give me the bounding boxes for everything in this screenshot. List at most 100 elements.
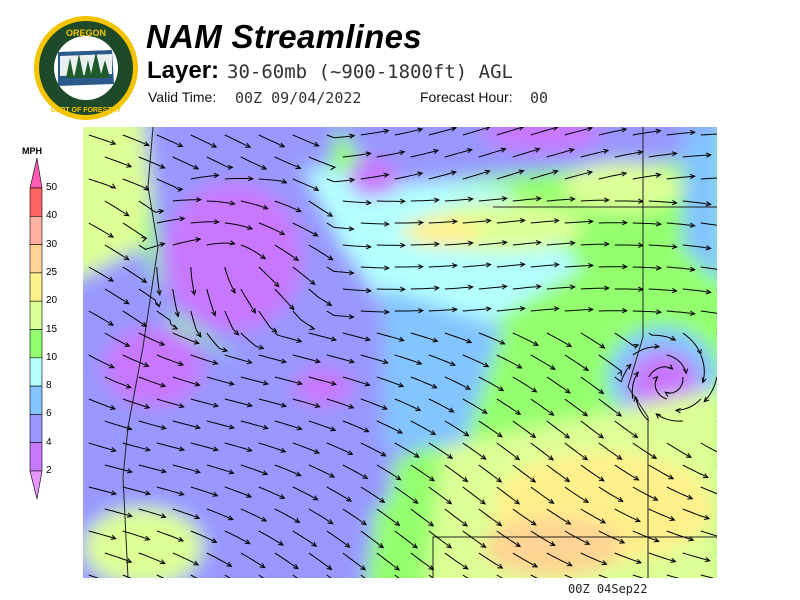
streamline: [648, 288, 677, 292]
streamline: [122, 266, 147, 283]
streamline: [326, 222, 354, 230]
streamline: [444, 464, 468, 482]
streamline: [258, 574, 265, 578]
streamline: [428, 308, 457, 312]
streamline-arrowhead: [501, 196, 508, 202]
streamline: [224, 442, 252, 452]
streamline-arrowhead: [228, 469, 235, 475]
streamline-arrowhead: [484, 169, 491, 175]
streamline: [632, 130, 661, 136]
streamline: [428, 264, 457, 268]
streamline: [666, 354, 687, 374]
forecast-hour-value: 00: [530, 89, 549, 107]
streamline-arrowhead: [314, 403, 321, 408]
layer-value: 30-60mb (~900-1800ft) AGL: [227, 61, 513, 83]
streamline-arrowhead: [348, 226, 355, 232]
streamline: [342, 552, 366, 571]
streamline-arrowhead: [394, 520, 401, 527]
streamline: [512, 285, 541, 290]
streamline: [240, 244, 266, 260]
streamline: [546, 286, 575, 290]
streamline-arrowhead: [481, 408, 488, 414]
streamline: [512, 464, 536, 483]
streamline-arrowhead: [434, 197, 440, 203]
colorbar-segment: [29, 414, 43, 443]
streamline-arrowhead: [548, 498, 555, 504]
streamline: [496, 530, 521, 547]
streamline: [700, 177, 717, 180]
streamline: [308, 420, 336, 431]
streamline: [156, 178, 183, 191]
colorbar-unit: MPH: [22, 146, 42, 156]
streamline: [326, 178, 355, 183]
streamline: [614, 332, 639, 348]
streamline: [648, 552, 676, 563]
streamline-arrowhead: [327, 211, 334, 217]
streamline-arrowhead: [246, 359, 253, 365]
streamline-arrowhead: [462, 476, 469, 483]
streamline: [564, 171, 593, 180]
streamline: [478, 420, 503, 438]
streamline: [138, 332, 165, 346]
streamline: [700, 354, 705, 383]
streamline-arrowhead: [381, 404, 388, 410]
streamline: [308, 508, 333, 525]
streamline: [342, 420, 369, 433]
streamline-arrowhead: [412, 498, 419, 504]
streamline: [512, 420, 536, 438]
streamline-arrowhead: [480, 542, 487, 548]
streamline: [292, 222, 318, 237]
streamline-arrowhead: [193, 560, 200, 566]
streamline-arrowhead: [155, 301, 162, 308]
streamline: [682, 200, 711, 205]
streamline-arrowhead: [295, 207, 302, 213]
streamline: [326, 574, 332, 578]
streamline-arrowhead: [688, 536, 695, 542]
streamline: [546, 242, 575, 246]
streamline: [342, 464, 368, 479]
streamline-arrowhead: [289, 304, 295, 311]
streamline: [156, 398, 184, 408]
streamline-arrowhead: [462, 521, 469, 527]
streamline: [580, 287, 609, 290]
streamline-arrowhead: [417, 171, 424, 177]
streamline-arrowhead: [227, 515, 234, 521]
streamline-arrowhead: [314, 358, 322, 364]
streamline: [580, 552, 607, 565]
colorbar-tick-label: 2: [46, 465, 52, 476]
streamline-arrowhead: [582, 411, 589, 417]
streamline-arrowhead: [309, 279, 316, 286]
streamline-arrowhead: [366, 244, 372, 250]
streamline: [564, 530, 590, 545]
streamline: [172, 508, 200, 519]
streamline-arrowhead: [565, 519, 572, 525]
streamline: [648, 508, 675, 521]
streamline: [258, 266, 280, 287]
streamline-arrowhead: [485, 306, 492, 312]
streamline: [614, 508, 641, 522]
streamline: [104, 200, 129, 217]
streamline-arrowhead: [259, 563, 266, 569]
streamline: [258, 398, 287, 407]
streamline: [410, 420, 436, 436]
streamline: [122, 574, 132, 578]
streamline: [394, 172, 423, 180]
streamline: [410, 287, 439, 290]
streamline: [394, 530, 418, 549]
streamline-arrowhead: [294, 517, 301, 524]
streamline: [496, 170, 524, 180]
streamline-arrowhead: [668, 474, 675, 480]
streamline-arrowhead: [273, 281, 280, 288]
streamline: [122, 398, 150, 409]
streamline-arrowhead: [144, 535, 151, 541]
streamline: [88, 310, 114, 326]
streamline: [632, 266, 661, 269]
streamline: [564, 308, 593, 312]
streamline-arrowhead: [622, 308, 628, 314]
streamline-arrowhead: [399, 150, 406, 156]
streamline-arrowhead: [123, 299, 130, 305]
streamline: [631, 371, 639, 400]
streamline-arrowhead: [280, 358, 288, 364]
streamline: [444, 332, 472, 343]
streamline-arrowhead: [530, 477, 537, 483]
